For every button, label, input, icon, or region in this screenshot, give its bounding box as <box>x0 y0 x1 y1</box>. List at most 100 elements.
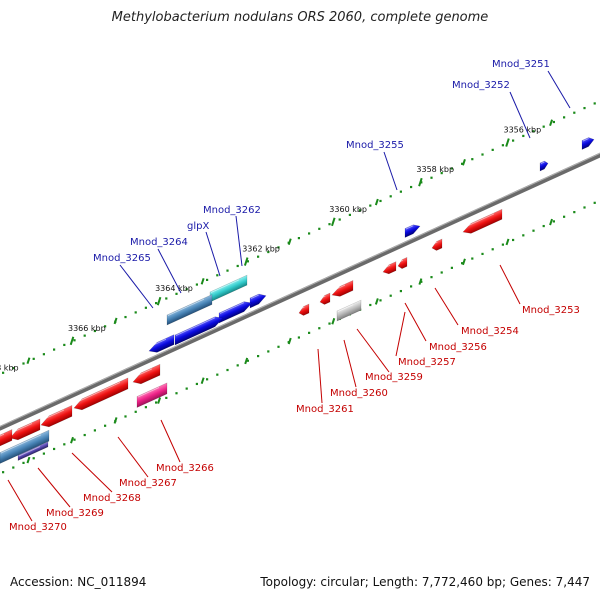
gene-label-mnod-3259[interactable]: Mnod_3259 <box>365 372 423 383</box>
gene-label-mnod-3252[interactable]: Mnod_3252 <box>452 80 510 91</box>
gene-label-mnod-3260[interactable]: Mnod_3260 <box>330 388 388 399</box>
gene-highlight <box>75 382 120 404</box>
track-dot <box>532 229 535 232</box>
scale-minor-tick <box>462 258 466 266</box>
gene-mnod-3268[interactable] <box>40 405 73 430</box>
gene-label-mnod-3265[interactable]: Mnod_3265 <box>93 253 151 264</box>
scale-minor-tick <box>26 456 31 464</box>
gene-label-mnod-3255[interactable]: Mnod_3255 <box>346 140 404 151</box>
track-dot <box>165 396 168 399</box>
track-dot <box>155 302 158 305</box>
track-dot <box>491 248 494 251</box>
gene-mnod-3267[interactable] <box>73 377 129 414</box>
scale-tick-label: 3366 kbp <box>68 324 106 333</box>
scale-tick-label: 3358 kbp <box>416 165 454 174</box>
gene-mnod-3262[interactable] <box>249 291 267 309</box>
gene-label-mnod-3251[interactable]: Mnod_3251 <box>492 59 550 70</box>
gene-label-mnod-3254[interactable]: Mnod_3254 <box>461 326 519 337</box>
gene-label-mnod-3267[interactable]: Mnod_3267 <box>119 478 177 489</box>
gene-mnod-3270[interactable] <box>0 429 50 464</box>
track-dot <box>185 387 188 390</box>
gene-mnod-3266[interactable] <box>132 363 161 387</box>
gene-highlight <box>333 284 345 292</box>
reverse-label-leader <box>356 328 390 373</box>
gene-label-mnod-3268[interactable]: Mnod_3268 <box>83 493 141 504</box>
gene-label-mnod-3256[interactable]: Mnod_3256 <box>429 342 487 353</box>
forward-label-leader <box>119 264 154 309</box>
gene-mnod-3257[interactable] <box>382 261 397 277</box>
gene-shape <box>40 405 73 428</box>
gene-shape <box>397 257 408 269</box>
scale-tick-label: 3356 kbp <box>504 126 542 135</box>
track-dot <box>22 461 25 465</box>
track-dot <box>512 238 515 242</box>
scale-minor-tick <box>331 317 336 325</box>
track-dot <box>512 139 515 142</box>
gene-mnod-3264[interactable] <box>166 294 213 326</box>
gene-mnod-3270-inner[interactable] <box>17 441 49 461</box>
track-dot <box>297 237 300 240</box>
track-dot <box>318 327 321 330</box>
scale-tick <box>243 257 249 266</box>
gene-glpx[interactable] <box>209 274 248 303</box>
gene-mnod-3264b[interactable] <box>174 313 224 346</box>
accession-text: Accession: NC_011894 <box>10 575 147 589</box>
gene-mnod-3259[interactable] <box>319 292 331 307</box>
gene-mnod-3260[interactable] <box>336 299 362 322</box>
gene-label-mnod-3262[interactable]: Mnod_3262 <box>203 205 261 216</box>
track-dot <box>246 260 249 263</box>
gene-shape <box>166 294 213 326</box>
track-dot <box>308 331 311 334</box>
gene-mnod-3252[interactable] <box>539 159 549 172</box>
track-dot <box>144 406 147 409</box>
gene-shape <box>462 208 503 234</box>
map-title: Methylobacterium nodulans ORS 2060, comp… <box>111 10 489 25</box>
track-dot <box>236 364 239 367</box>
track-dot <box>226 368 229 372</box>
gene-shape <box>539 160 549 172</box>
track-dot <box>369 303 372 307</box>
gene-label-mnod-3261[interactable]: Mnod_3261 <box>296 404 354 415</box>
gene-mnod-3269b[interactable] <box>0 429 13 450</box>
gene-label-mnod-3253[interactable]: Mnod_3253 <box>522 305 580 316</box>
gene-label-mnod-3270[interactable]: Mnod_3270 <box>9 522 67 533</box>
track-dot <box>593 102 596 105</box>
track-dot <box>328 223 331 226</box>
track-dot <box>206 378 209 381</box>
reverse-label-leader <box>317 348 323 404</box>
scale-ticks <box>26 119 553 464</box>
gene-mnod-3251[interactable] <box>581 135 595 150</box>
gene-mnod-3255[interactable] <box>404 222 421 238</box>
scale-minor-tick <box>244 357 249 365</box>
gene-label-mnod-3269[interactable]: Mnod_3269 <box>46 508 104 519</box>
track-dot <box>12 466 15 469</box>
genome-summary-text: Topology: circular; Length: 7,772,460 bp… <box>260 575 590 589</box>
scale-minor-tick <box>462 159 466 166</box>
gene-label-glpx[interactable]: glpX <box>187 221 209 232</box>
gene-label-mnod-3266[interactable]: Mnod_3266 <box>156 463 214 474</box>
gene-mnod-3265[interactable] <box>148 334 175 356</box>
track-dot <box>389 195 392 198</box>
gene-shape <box>298 303 310 316</box>
track-dot <box>440 171 443 175</box>
track-dot <box>593 201 596 204</box>
gene-mnod-3261[interactable] <box>298 303 310 318</box>
scale-minor-tick <box>113 317 118 325</box>
track-dot <box>195 382 198 386</box>
track-dot <box>104 424 107 427</box>
gene-label-mnod-3257[interactable]: Mnod_3257 <box>398 357 456 368</box>
gene-mnod-3256[interactable] <box>397 257 408 270</box>
gene-mnod-3266b[interactable] <box>136 382 168 408</box>
gene-mnod-3258[interactable] <box>331 280 354 300</box>
gene-label-mnod-3264[interactable]: Mnod_3264 <box>130 237 188 248</box>
gene-highlight <box>384 264 391 269</box>
gene-mnod-3253[interactable] <box>462 208 503 237</box>
track-dot <box>124 415 127 418</box>
scale-minor-tick <box>26 357 31 364</box>
gene-shape <box>0 429 50 464</box>
gene-mnod-3254[interactable] <box>431 238 443 253</box>
track-dot <box>93 429 96 432</box>
track-dot <box>563 116 566 119</box>
track-dot <box>63 343 66 347</box>
